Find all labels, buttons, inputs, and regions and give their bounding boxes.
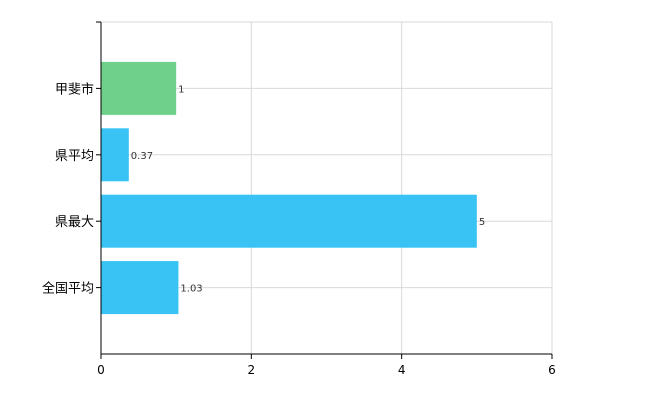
bar [101, 261, 179, 315]
data-label: 1.03 [180, 284, 202, 295]
y-category-label: 甲斐市 [55, 81, 94, 97]
x-tick-label: 6 [548, 363, 556, 377]
x-tick-label: 2 [248, 363, 256, 377]
bar [101, 194, 477, 248]
x-tick-label: 4 [398, 363, 406, 377]
data-label: 1 [178, 84, 184, 95]
y-category-label: 県平均 [55, 149, 94, 164]
y-category-label: 県最大 [55, 215, 94, 230]
data-label: 0.37 [131, 151, 153, 162]
x-tick-label: 0 [97, 363, 105, 377]
bar [101, 61, 177, 115]
y-category-label: 全国平均 [42, 281, 94, 297]
bar [101, 128, 129, 182]
data-label: 5 [479, 217, 485, 228]
